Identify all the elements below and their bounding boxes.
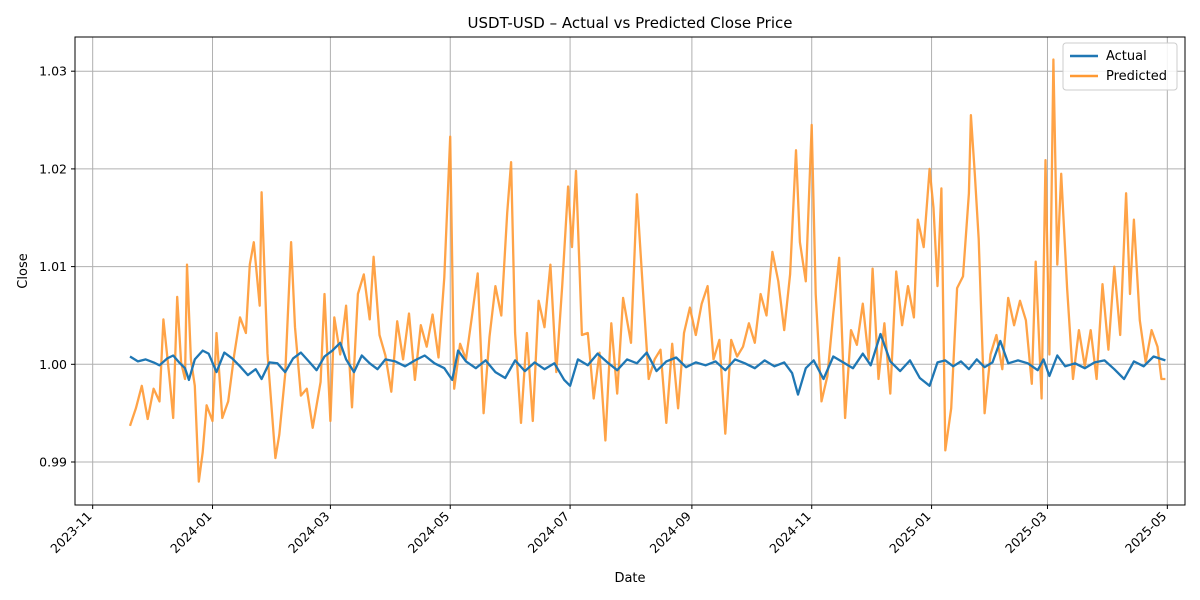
y-tick-label: 1.02 (39, 161, 67, 176)
y-axis: 0.99 1.00 1.01 1.02 1.03 (39, 64, 75, 470)
series-layer (128, 58, 1166, 483)
y-axis-label: Close (16, 253, 31, 288)
x-tick-label: 2025-05 (1122, 509, 1170, 557)
plot-area-frame (74, 36, 1186, 506)
x-tick-label: 2025-03 (1002, 509, 1050, 557)
series-line-predicted (128, 58, 1166, 483)
grid-lines (75, 37, 1185, 505)
x-tick-label: 2024-03 (285, 509, 333, 557)
series-line-actual (129, 332, 1166, 396)
y-tick-label: 1.03 (39, 64, 67, 79)
legend-label-actual: Actual (1106, 49, 1147, 64)
x-tick-label: 2024-01 (167, 509, 215, 557)
chart-title: USDT-USD – Actual vs Predicted Close Pri… (468, 14, 793, 32)
y-tick-label: 1.01 (39, 259, 67, 274)
legend: Actual Predicted (1062, 42, 1178, 91)
x-axis-label: Date (614, 571, 645, 586)
x-tick-label: 2023-11 (47, 509, 95, 557)
y-tick-label: 0.99 (39, 455, 67, 470)
x-axis: 2023-11 2024-01 2024-03 2024-05 2024-07 2024-… (47, 505, 1169, 556)
x-tick-label: 2024-05 (405, 509, 453, 557)
x-tick-label: 2024-07 (525, 509, 573, 557)
x-tick-label: 2025-01 (886, 509, 934, 557)
x-tick-label: 2024-11 (766, 509, 814, 557)
legend-label-predicted: Predicted (1106, 69, 1167, 84)
y-tick-label: 1.00 (39, 357, 67, 372)
x-tick-label: 2024-09 (646, 508, 694, 556)
